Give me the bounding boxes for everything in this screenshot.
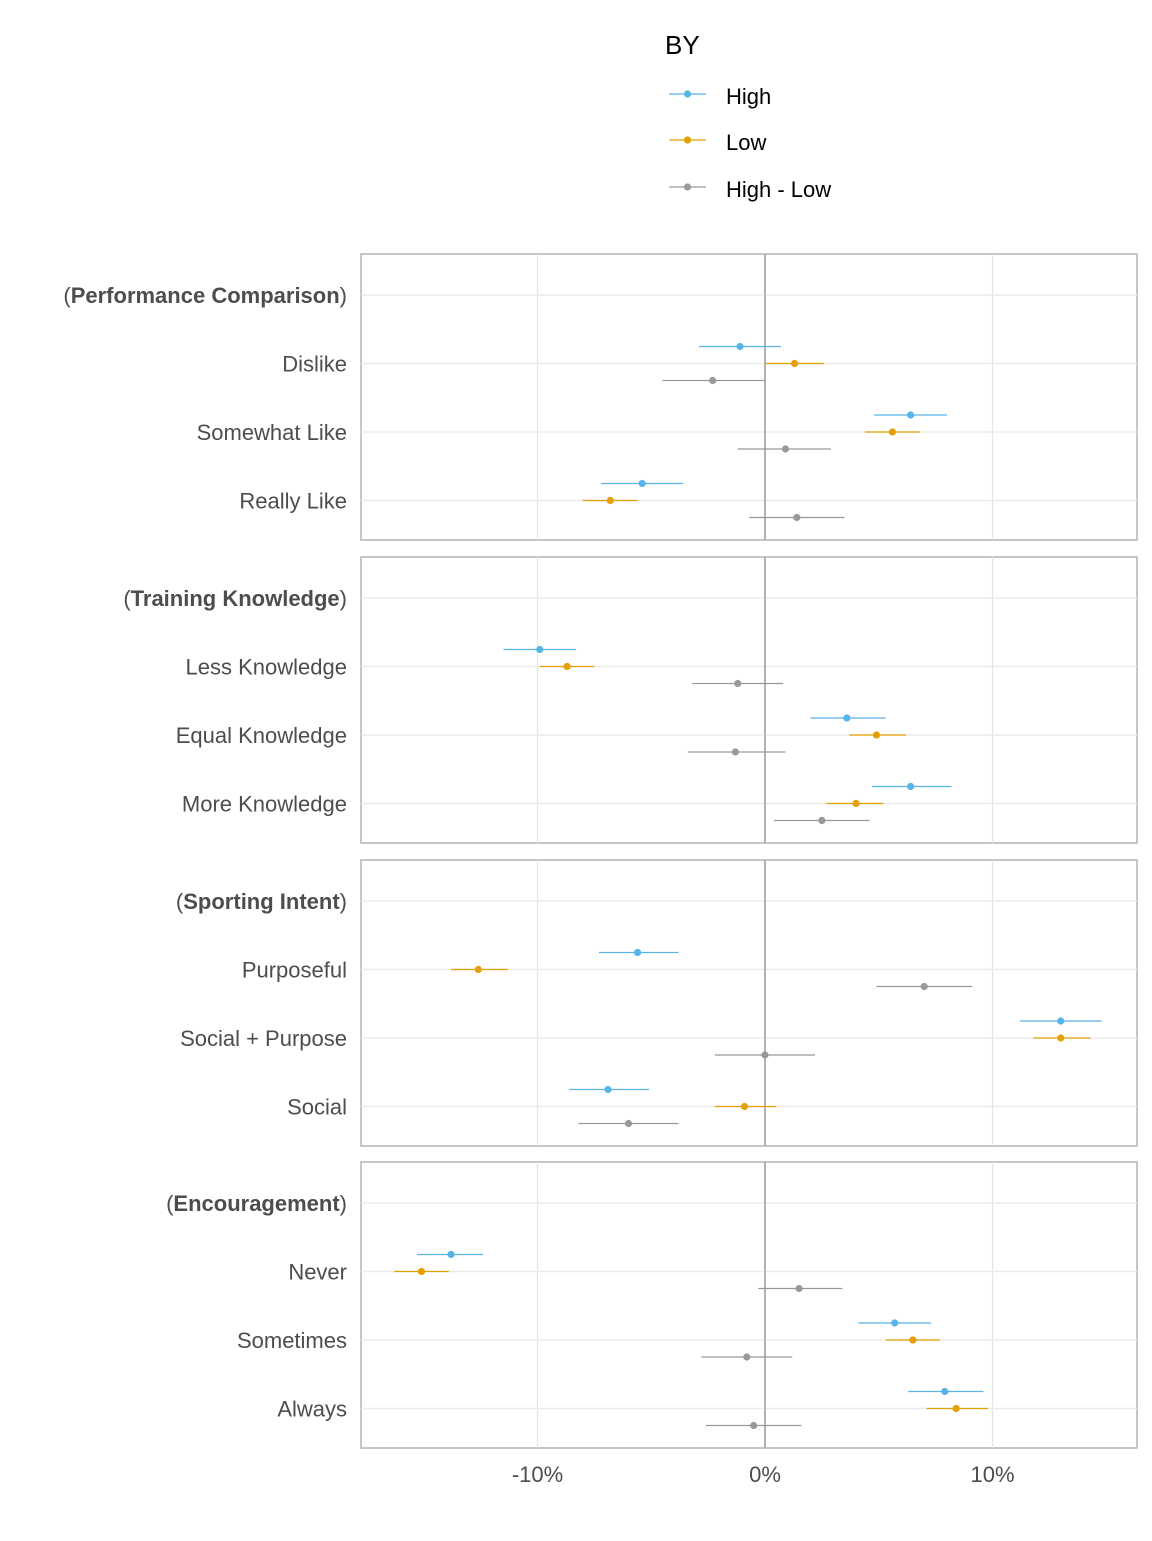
legend-label: High bbox=[726, 84, 771, 109]
x-tick-label: -10% bbox=[512, 1462, 563, 1487]
estimate-point bbox=[920, 982, 928, 991]
estimate-point bbox=[909, 1336, 917, 1344]
panel-title-open: ( bbox=[123, 586, 131, 611]
facet-panel: (Training Knowledge) Less Knowledge Equal … bbox=[123, 556, 1138, 844]
estimate-point bbox=[709, 376, 717, 385]
panel-title: (Sporting Intent) bbox=[176, 889, 347, 914]
panel-title-text: Encouragement bbox=[173, 1191, 340, 1216]
estimate-point bbox=[793, 513, 801, 522]
estimate-point bbox=[761, 1051, 769, 1059]
category-tick-label: Dislike bbox=[282, 352, 347, 377]
panel-title-open: ( bbox=[63, 283, 71, 308]
estimate-point bbox=[734, 679, 742, 688]
category-tick-label: Always bbox=[277, 1397, 347, 1422]
x-tick-label: 10% bbox=[970, 1462, 1014, 1487]
panel-title-text: Training Knowledge bbox=[131, 586, 340, 611]
estimate-point bbox=[634, 948, 642, 957]
estimate-point bbox=[638, 479, 646, 488]
estimate-point bbox=[795, 1284, 803, 1293]
panel-title: (Performance Comparison) bbox=[63, 283, 347, 308]
estimate-point bbox=[952, 1404, 960, 1413]
panel-title-open: ( bbox=[176, 889, 184, 914]
category-tick-label: Equal Knowledge bbox=[176, 723, 347, 748]
panel-title-close: ) bbox=[340, 586, 347, 611]
estimate-point bbox=[743, 1353, 751, 1361]
estimate-point bbox=[1057, 1034, 1065, 1042]
estimate-point bbox=[1057, 1017, 1065, 1025]
panel-title-close: ) bbox=[340, 283, 347, 308]
category-tick-label: Social bbox=[287, 1095, 347, 1120]
estimate-point bbox=[888, 428, 897, 436]
panel-title-close: ) bbox=[340, 1191, 347, 1216]
panel-frame bbox=[360, 1161, 1138, 1449]
estimate-point bbox=[604, 1085, 612, 1094]
panel-title-open: ( bbox=[166, 1191, 174, 1216]
panel-frame bbox=[360, 556, 1138, 844]
estimate-point bbox=[563, 662, 571, 671]
panel-title-text: Performance Comparison bbox=[71, 283, 340, 308]
estimate-point bbox=[852, 799, 860, 808]
estimate-point bbox=[818, 816, 826, 825]
estimate-point bbox=[740, 1102, 749, 1111]
legend: BY High Low High - Low bbox=[665, 30, 831, 202]
category-tick-label: Social + Purpose bbox=[180, 1026, 347, 1051]
estimate-point bbox=[474, 965, 482, 974]
panel-frame bbox=[360, 253, 1138, 541]
legend-key-point bbox=[683, 90, 692, 98]
category-tick-label: Sometimes bbox=[237, 1328, 347, 1353]
estimate-point bbox=[731, 748, 740, 756]
estimate-point bbox=[417, 1267, 426, 1276]
facet-panel: (Encouragement) Never Sometimes Always bbox=[166, 1161, 1138, 1449]
estimate-point bbox=[750, 1421, 758, 1430]
category-tick-label: Purposeful bbox=[242, 958, 347, 983]
estimate-point bbox=[536, 645, 544, 654]
estimate-point bbox=[781, 445, 790, 453]
panel-title: (Encouragement) bbox=[166, 1191, 347, 1216]
facet-panel: (Sporting Intent) Purposeful Social + Purp… bbox=[176, 859, 1138, 1147]
panel-title: (Training Knowledge) bbox=[123, 586, 347, 611]
x-tick-label: 0% bbox=[749, 1462, 781, 1487]
panel-frame bbox=[360, 859, 1138, 1147]
estimate-point bbox=[790, 359, 799, 368]
estimate-point bbox=[624, 1119, 633, 1128]
estimate-point bbox=[872, 731, 881, 739]
estimate-point bbox=[606, 496, 614, 505]
estimate-point bbox=[891, 1319, 899, 1327]
legend-label: High - Low bbox=[726, 177, 831, 202]
panel-title-close: ) bbox=[340, 889, 347, 914]
category-tick-label: Less Knowledge bbox=[186, 655, 347, 680]
facet-panel: (Performance Comparison) Dislike Somewhat … bbox=[63, 253, 1138, 541]
panel-title-text: Sporting Intent bbox=[183, 889, 340, 914]
estimate-point bbox=[941, 1387, 949, 1396]
estimate-point bbox=[907, 411, 915, 419]
legend-title: BY bbox=[665, 30, 700, 60]
category-tick-label: Never bbox=[288, 1260, 347, 1285]
estimate-point bbox=[447, 1250, 455, 1259]
estimate-point bbox=[736, 342, 744, 351]
legend-key-point bbox=[683, 136, 692, 144]
category-tick-label: Really Like bbox=[239, 489, 347, 514]
legend-key-point bbox=[683, 183, 692, 191]
category-tick-label: Somewhat Like bbox=[197, 420, 347, 445]
legend-label: Low bbox=[726, 130, 766, 155]
estimate-point bbox=[907, 782, 915, 791]
estimate-point bbox=[843, 714, 851, 722]
category-tick-label: More Knowledge bbox=[182, 792, 347, 817]
